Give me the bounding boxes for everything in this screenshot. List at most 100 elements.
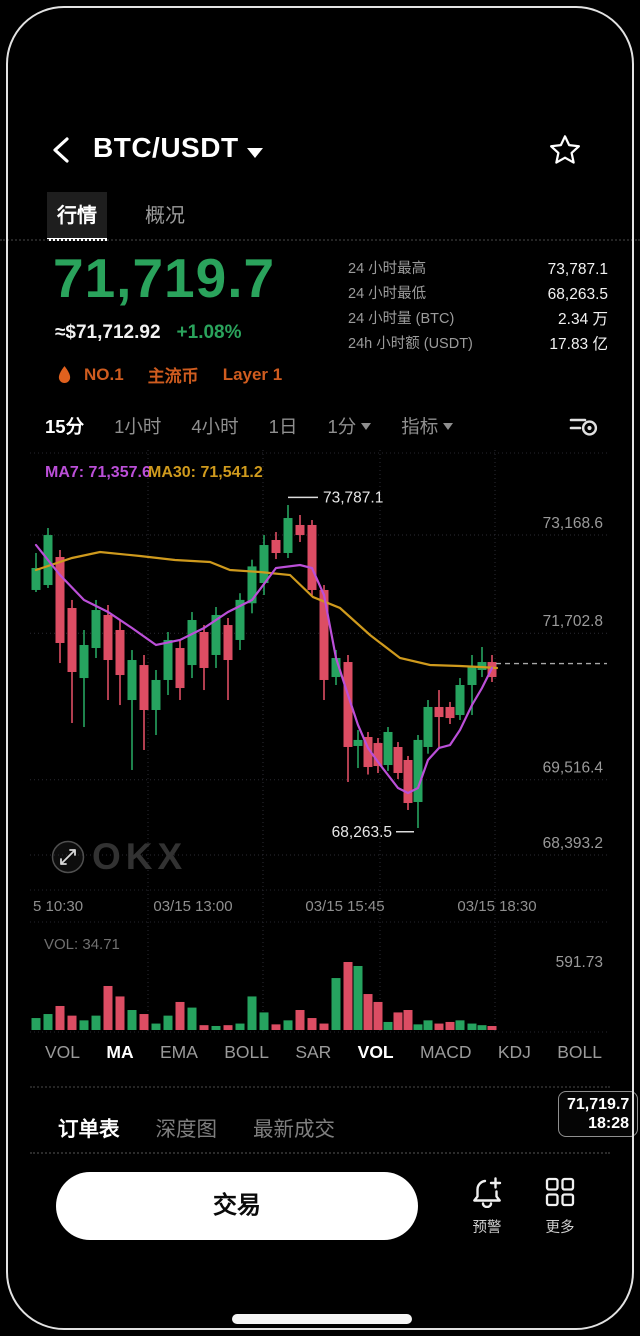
favorite-star-icon[interactable] — [549, 134, 581, 166]
stat-label: 24h 小时额 (USDT) — [348, 336, 473, 352]
category-badge[interactable]: 主流币 — [147, 367, 199, 386]
timeframe-more-dropdown[interactable]: 1分 — [327, 413, 372, 439]
volume-bar — [413, 1024, 423, 1030]
flame-icon — [58, 365, 71, 383]
volume-bar — [223, 1025, 233, 1030]
tag-time: 18:28 — [588, 1115, 629, 1132]
volume-bar — [363, 994, 373, 1030]
stats-panel: 24 小时最高 73,787.1 24 小时最低 68,263.5 24 小时量 (… — [348, 257, 608, 357]
trade-button[interactable]: 交易 — [56, 1172, 418, 1240]
candle-body — [115, 629, 125, 676]
more-action[interactable]: 更多 — [525, 1176, 595, 1237]
indicator-ema[interactable]: EMA — [159, 1042, 198, 1062]
volume-bar — [455, 1020, 465, 1030]
indicator-tab-bar: VOL MA EMA BOLL SAR VOL MACD KDJ BOLL — [45, 1042, 602, 1063]
alert-action[interactable]: 预警 — [452, 1176, 522, 1237]
indicator-label: 指标 — [401, 416, 439, 437]
candle-body — [423, 706, 433, 747]
candle-body — [223, 625, 233, 661]
tab-orderbook[interactable]: 订单表 — [58, 1118, 120, 1141]
candle-body — [319, 589, 329, 680]
volume-bar — [55, 1005, 65, 1030]
last-price-tag: 71,719.7 18:28 — [558, 1091, 638, 1137]
volume-bar — [373, 1001, 383, 1030]
candle-body — [343, 662, 353, 747]
indicator-boll[interactable]: BOLL — [224, 1042, 269, 1062]
volume-bar — [211, 1025, 221, 1030]
stat-value: 2.34 万 — [558, 311, 608, 328]
stat-row: 24 小时最高 73,787.1 — [348, 257, 608, 282]
chart-panel: 73,787.1 68,263.5 73,168.6 71,702.8 69,516.… — [30, 450, 638, 1137]
candle-body — [187, 620, 197, 666]
candle-body — [353, 739, 363, 746]
candle-body — [271, 539, 281, 553]
rank-badge[interactable]: NO.1 — [84, 364, 124, 384]
more-label: 更多 — [545, 1220, 575, 1236]
price-chart[interactable]: 73,787.1 68,263.5 73,168.6 71,702.8 69,516.… — [30, 450, 610, 1035]
candle-body — [295, 524, 305, 536]
tab-latest-trades[interactable]: 最新成交 — [253, 1118, 335, 1141]
fiat-price: ≈$71,712.92 — [55, 322, 161, 343]
chart-settings-icon[interactable] — [568, 412, 600, 440]
timeframe-4h[interactable]: 4小时 — [191, 416, 239, 437]
candle-body — [139, 665, 149, 711]
expand-arrows-icon — [60, 849, 76, 865]
y-axis-label: 71,702.8 — [543, 613, 603, 630]
indicator-kdj[interactable]: KDJ — [497, 1042, 531, 1062]
volume-bar — [423, 1020, 433, 1030]
indicator-vol[interactable]: VOL — [45, 1042, 81, 1062]
volume-bar — [31, 1018, 41, 1030]
tag-price: 71,719.7 — [567, 1096, 630, 1113]
volume-bar — [187, 1007, 197, 1030]
tab-market[interactable]: 行情 — [47, 192, 107, 241]
back-chevron-icon — [53, 137, 69, 163]
candle-body — [373, 743, 383, 767]
volume-bar — [295, 1010, 305, 1030]
candle-body — [477, 662, 487, 670]
pair-title[interactable]: BTC/USDT — [93, 132, 239, 163]
volume-bar — [434, 1023, 444, 1030]
indicator-macd[interactable]: MACD — [419, 1042, 472, 1062]
volume-current-label: VOL: 34.71 — [44, 936, 120, 953]
timeframe-1d[interactable]: 1日 — [268, 416, 298, 437]
timeframe-1h[interactable]: 1小时 — [114, 416, 162, 437]
indicator-boll2[interactable]: BOLL — [557, 1042, 602, 1062]
timeframe-bar: 15分 1小时 4小时 1日 1分 指标 — [45, 412, 600, 440]
y-axis-label: 68,393.2 — [543, 835, 603, 852]
volume-bar — [151, 1023, 161, 1030]
stat-value: 73,787.1 — [547, 261, 608, 278]
volume-bar — [43, 1014, 53, 1030]
indicator-sar[interactable]: SAR — [295, 1042, 332, 1062]
tab-depth-chart[interactable]: 深度图 — [155, 1118, 218, 1141]
stat-value: 68,263.5 — [547, 286, 608, 303]
candle-body — [127, 660, 137, 701]
price-change: +1.08% — [176, 322, 242, 343]
volume-bar — [477, 1025, 487, 1030]
divider — [30, 1086, 610, 1088]
candle-body — [467, 666, 477, 686]
volume-bar — [393, 1012, 403, 1030]
y-axis-label: 69,516.4 — [543, 760, 604, 777]
volume-bar — [115, 996, 125, 1030]
badge-row: NO.1 主流币 Layer 1 — [57, 362, 282, 387]
pair-dropdown-caret-icon[interactable] — [247, 148, 263, 158]
timeframe-15m[interactable]: 15分 — [45, 416, 85, 437]
indicator-vol2[interactable]: VOL — [357, 1042, 394, 1062]
chevron-down-icon — [443, 422, 454, 430]
tab-overview[interactable]: 概况 — [145, 205, 185, 227]
back-button[interactable] — [50, 136, 74, 164]
volume-bar — [175, 1001, 185, 1030]
volume-bar — [103, 985, 113, 1030]
candle-body — [434, 706, 444, 718]
ma30-line — [34, 550, 499, 670]
divider — [0, 239, 640, 241]
indicator-dropdown[interactable]: 指标 — [401, 413, 454, 439]
layer-badge[interactable]: Layer 1 — [222, 364, 283, 384]
volume-bar — [353, 965, 363, 1030]
candle-body — [283, 518, 293, 553]
indicator-ma[interactable]: MA — [106, 1042, 134, 1062]
high-price-label: 73,787.1 — [323, 489, 383, 506]
expand-chart-button[interactable] — [51, 840, 85, 874]
stat-value: 17.83 亿 — [549, 336, 608, 353]
